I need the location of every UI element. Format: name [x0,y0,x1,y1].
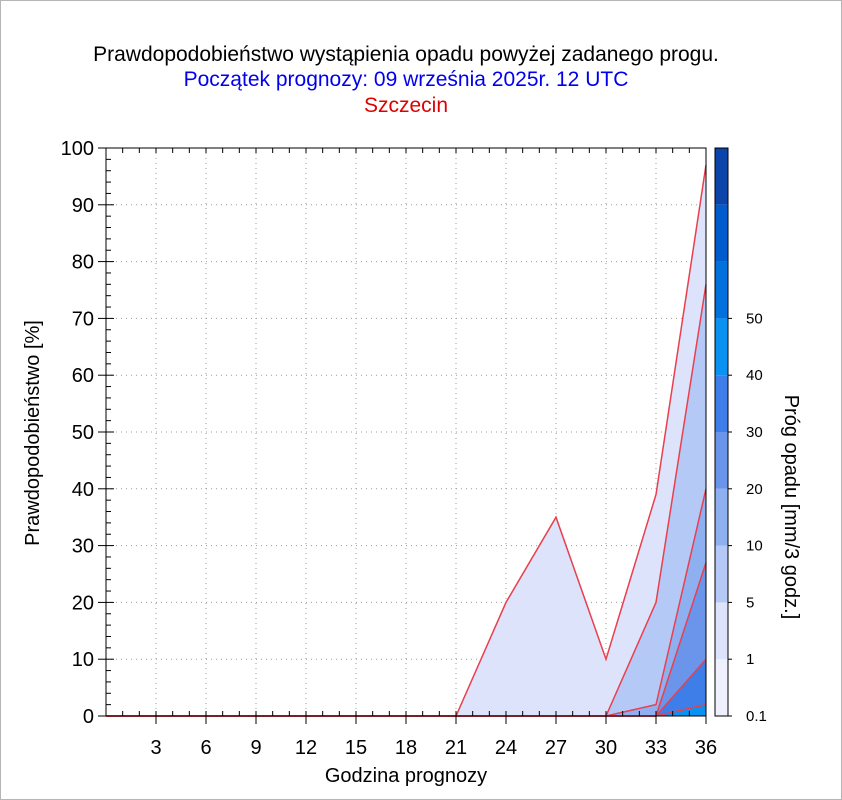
x-tick-label: 18 [395,737,417,759]
location-title: Szczecin [363,94,449,117]
x-tick-label: 33 [645,737,667,759]
x-axis-label: Godzina prognozy [325,765,487,787]
y-tick-label: 80 [72,252,94,274]
colorbar-tick-label: 1 [746,651,754,668]
colorbar-tick-label: 30 [746,424,763,441]
area-threshold-0.1 [106,165,706,717]
y-tick-label: 20 [72,592,94,614]
x-tick-label: 27 [545,737,567,759]
y-tick-label: 30 [72,536,94,558]
chart-title: Prawdopodobieństwo wystąpienia opadu pow… [93,43,719,66]
area-threshold-1 [106,284,706,716]
y-tick-label: 40 [72,479,94,501]
colorbar-segment [715,204,728,262]
x-tick-label: 36 [695,737,717,759]
x-tick-label: 3 [150,737,161,759]
y-tick-label: 90 [72,195,94,217]
colorbar-label: Próg opadu [mm/3 godz.] [780,395,802,620]
colorbar-tick-label: 40 [746,367,763,384]
colorbar-segment [715,318,728,376]
y-axis-label: Prawdopodobieństwo [%] [22,320,44,546]
colorbar-segment [715,432,728,489]
colorbar-tick-label: 20 [746,481,763,498]
colorbar-segment [715,659,728,716]
y-tick-label: 10 [72,649,94,671]
x-tick-label: 30 [595,737,617,759]
colorbar-tick-label: 10 [746,538,763,555]
minor-ticks [106,148,690,716]
x-tick-label: 12 [295,737,317,759]
colorbar-segment [715,602,728,660]
colorbar: 0.1 1 5 10 20 30 40 50 [714,147,767,725]
grid-lines [106,148,706,716]
x-tick-label: 24 [495,737,517,759]
x-tick-label: 6 [200,737,211,759]
y-tick-label: 60 [72,365,94,387]
y-axis-ticks: 0 10 20 30 40 50 60 70 80 90 100 [61,138,114,728]
x-axis-ticks: 3 6 9 12 15 18 21 24 27 30 33 36 [150,716,717,759]
colorbar-segment [715,545,728,603]
x-tick-label: 21 [445,737,467,759]
y-tick-label: 70 [72,308,94,330]
y-tick-label: 0 [83,706,94,728]
y-tick-label: 100 [61,138,94,160]
colorbar-segment [715,488,728,546]
colorbar-segment [715,375,728,432]
y-tick-label: 50 [72,422,94,444]
x-tick-label: 15 [345,737,367,759]
threshold-areas [106,165,706,717]
colorbar-tick-label: 5 [746,594,754,611]
colorbar-segment [715,148,728,205]
colorbar-tick-label: 50 [746,310,763,327]
x-tick-label: 9 [250,737,261,759]
forecast-start-subtitle: Początek prognozy: 09 września 2025r. 12… [183,68,629,91]
colorbar-segment [715,261,728,319]
colorbar-tick-label: 0.1 [746,708,767,725]
